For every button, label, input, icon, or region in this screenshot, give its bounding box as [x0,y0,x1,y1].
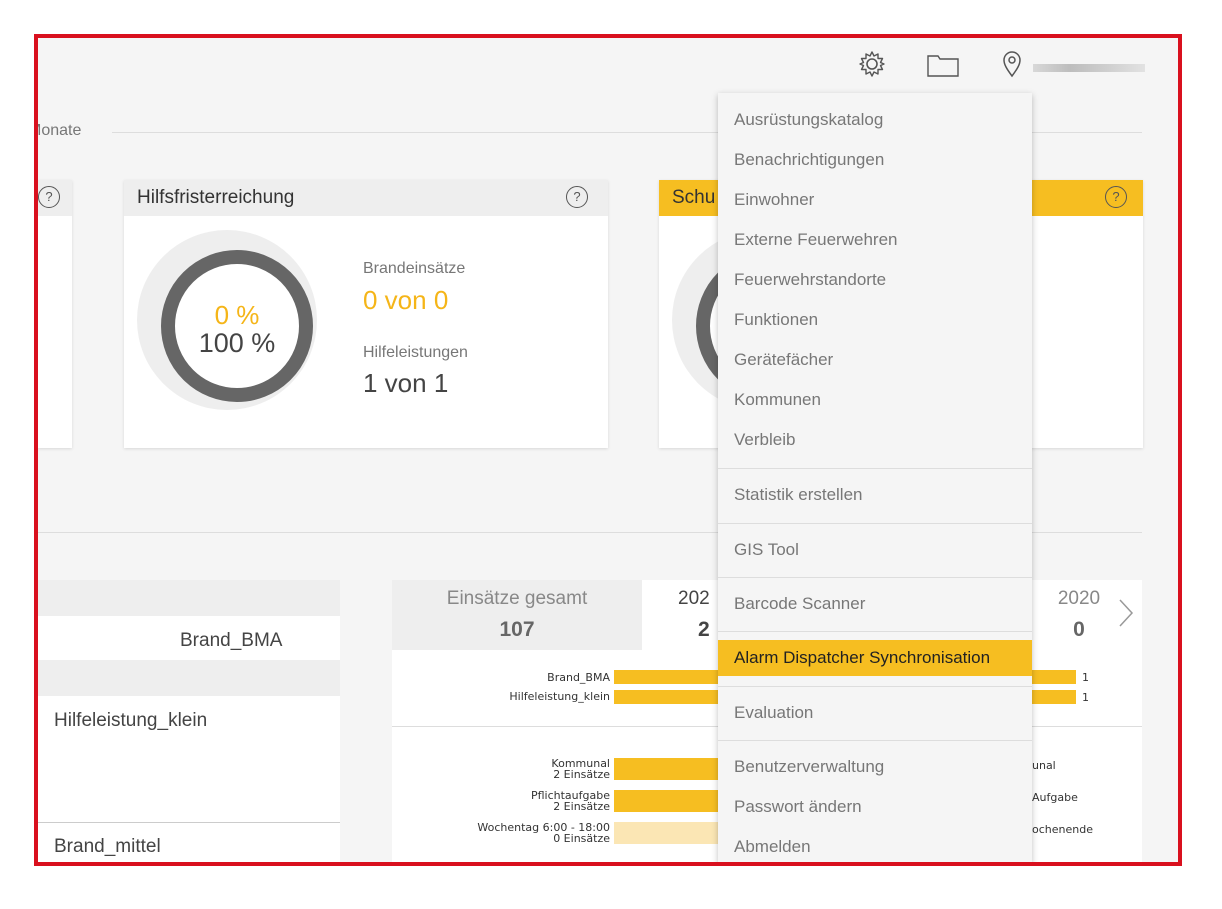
partial-card-left-header: ? [38,180,72,216]
donut-chart-ring [161,250,313,402]
menu-item-abmelden[interactable]: Abmelden [734,837,811,856]
folder-icon[interactable] [927,53,959,82]
menu-item-verbleib[interactable]: Verbleib [734,430,796,449]
menu-item-ausruestungskatalog[interactable]: Ausrüstungskatalog [734,110,884,129]
menu-item-barcode-scanner[interactable]: Barcode Scanner [734,594,866,613]
gear-icon[interactable] [858,50,886,83]
stat-total-value: 107 [499,618,535,641]
menu-item-externe-feuerwehren[interactable]: Externe Feuerwehren [734,230,898,249]
section-divider [38,532,1142,533]
stat-2020-label[interactable]: 2020 [1057,588,1101,609]
donut-pct-help: 100 % [198,328,276,358]
menu-item-passwort-aendern[interactable]: Passwort ändern [734,797,862,816]
menu-item-funktionen[interactable]: Funktionen [734,310,819,329]
partial-card-left: ? [38,180,72,448]
menu-item-kommunen[interactable]: Kommunen [734,390,821,409]
menu-separator [718,686,1032,687]
row-divider [38,822,340,823]
menu-item-evaluation[interactable]: Evaluation [734,703,814,722]
brand-value: 0 von 0 [363,285,449,315]
bar-sub: 2 Einsätze [553,800,610,813]
help-icon[interactable]: ? [1105,186,1127,208]
help-icon[interactable]: ? [566,186,588,208]
menu-item-geraetefaecher[interactable]: Gerätefächer [734,350,834,369]
bar-right-label: Aufgabe [1032,791,1078,804]
type-table: Brand_BMA Hilfeleistung_klein Brand_mitt… [38,580,340,862]
bar-right-label: ochenende [1032,823,1093,836]
bar-label: Brand_BMA [547,671,610,684]
bar-right-label: unal [1032,759,1056,772]
menu-separator [718,468,1032,469]
donut-pct-fire: 0 % [214,300,260,330]
bar-brand-bma-right [1032,670,1076,684]
section-divider [112,132,1142,133]
stat-year-label: 202 [678,588,710,609]
help-icon[interactable]: ? [38,186,60,208]
menu-item-feuerwehrstandorte[interactable]: Feuerwehrstandorte [734,270,887,289]
hilfe-value: 1 von 1 [363,368,449,398]
card-title: Schu [672,187,716,208]
bar-right-value: 1 [1082,691,1089,704]
table-row[interactable]: Brand_BMA [180,630,283,651]
bar-label: Kommunal [551,757,610,770]
menu-item-benachrichtigungen[interactable]: Benachrichtigungen [734,150,885,169]
screenshot-frame: Monate ? Hilfsfristerreichung ? 0 % 100 … [34,34,1182,866]
stat-total-box[interactable] [392,580,642,650]
chevron-right-icon[interactable] [1118,598,1134,633]
bar-sub: 2 Einsätze [553,768,610,781]
stat-total-label: Einsätze gesamt [446,588,588,609]
stat-2020-value: 0 [1073,618,1085,641]
menu-item-einwohner[interactable]: Einwohner [734,190,815,209]
menu-separator [718,577,1032,578]
bar-label: Wochentag 6:00 - 18:00 [477,821,610,834]
hilfe-label: Hilfeleistungen [363,344,468,361]
section-label: Monate [38,122,82,139]
table-row[interactable]: Hilfeleistung_klein [54,710,208,731]
bar-label: Pflichtaufgabe [530,789,610,802]
bar-hilfeleistung-right [1032,690,1076,704]
bar-right-value: 1 [1082,671,1089,684]
blurred-username[interactable] [1033,64,1145,72]
table-row[interactable]: Brand_mittel [54,836,161,857]
menu-separator [718,523,1032,524]
menu-item-statistik-erstellen[interactable]: Statistik erstellen [734,485,863,504]
location-pin-icon[interactable] [1002,50,1022,83]
page-content: Monate ? Hilfsfristerreichung ? 0 % 100 … [38,38,1178,862]
menu-item-gis-tool[interactable]: GIS Tool [734,540,799,559]
card-title: Hilfsfristerreichung [137,187,295,208]
menu-separator [718,631,1032,632]
hilfsfrist-card: Hilfsfristerreichung ? 0 % 100 % Brandei… [124,180,608,448]
table-header [38,580,340,616]
brand-label: Brandeinsätze [363,260,466,277]
hilfsfrist-card-header: Hilfsfristerreichung ? [124,180,608,216]
menu-separator [718,740,1032,741]
bar-sub: 0 Einsätze [553,832,610,845]
table-header [38,660,340,696]
menu-item-alarm-dispatcher-sync[interactable]: Alarm Dispatcher Synchronisation [718,640,1032,676]
settings-dropdown-menu: Ausrüstungskatalog Benachrichtigungen Ei… [718,93,1032,862]
bar-label: Hilfeleistung_klein [509,690,610,703]
menu-item-benutzerverwaltung[interactable]: Benutzerverwaltung [734,757,885,776]
stat-year-value: 2 [698,618,710,641]
